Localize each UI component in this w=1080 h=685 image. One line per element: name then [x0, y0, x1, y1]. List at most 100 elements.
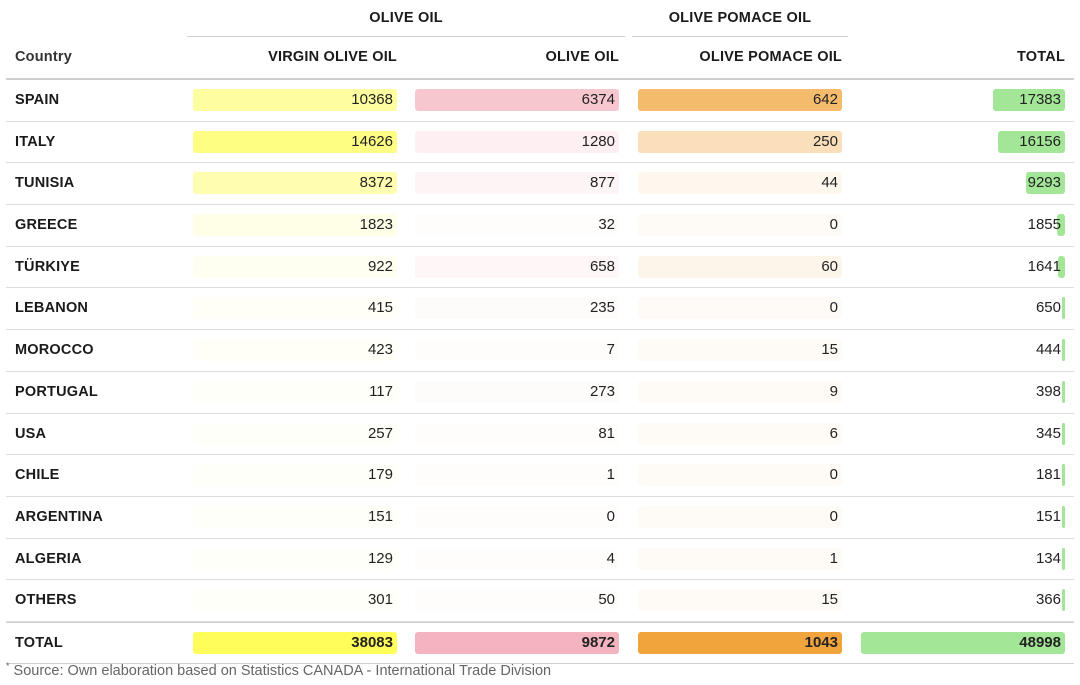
cell-pomace: 0	[638, 505, 842, 528]
country-label: MOROCCO	[15, 342, 94, 359]
heat-shade-pomace	[638, 130, 842, 153]
cell-total: 9293	[861, 172, 1065, 195]
country-label: TUNISIA	[15, 175, 75, 192]
value-total: 151	[1035, 507, 1061, 525]
cell-virgin: 117	[193, 380, 397, 403]
value-pomace: 0	[829, 299, 838, 317]
heat-shade-virgin	[193, 547, 397, 570]
total-bar	[1062, 339, 1065, 362]
heat-shade-virgin	[193, 339, 397, 362]
cell-olive: 32	[415, 214, 619, 237]
value-olive: 235	[589, 299, 615, 317]
cell-olive: 877	[415, 172, 619, 195]
column-header-country[interactable]: Country	[15, 49, 72, 65]
value-pomace: 60	[821, 257, 838, 275]
cell-pomace: 6	[638, 422, 842, 445]
heat-shade-olive	[415, 547, 619, 570]
column-header-total[interactable]: TOTAL	[1017, 49, 1065, 65]
value-virgin: 8372	[359, 174, 393, 192]
cell-olive: 50	[415, 589, 619, 612]
heat-shade-pomace	[638, 89, 842, 111]
value-total: 345	[1035, 424, 1061, 442]
heat-shade-virgin	[193, 631, 397, 654]
heat-shade-olive	[415, 255, 619, 278]
value-virgin: 415	[367, 299, 393, 317]
total-bar	[1062, 589, 1065, 612]
heat-shade-virgin	[193, 505, 397, 528]
heat-shade-olive	[415, 631, 619, 654]
cell-total: 181	[861, 464, 1065, 487]
value-virgin: 257	[367, 424, 393, 442]
cell-olive: 0	[415, 505, 619, 528]
cell-virgin: 1823	[193, 214, 397, 237]
cell-total: 444	[861, 339, 1065, 362]
column-header-virgin-olive-oil[interactable]: VIRGIN OLIVE OIL	[268, 49, 397, 65]
heat-shade-pomace	[638, 547, 842, 570]
heat-shade-pomace	[638, 214, 842, 237]
column-header-olive-pomace-oil[interactable]: OLIVE POMACE OIL	[699, 49, 842, 65]
value-pomace: 1	[829, 549, 838, 567]
value-virgin: 14626	[351, 132, 393, 150]
cell-virgin: 38083	[193, 631, 397, 654]
heat-shade-virgin	[193, 422, 397, 445]
value-pomace: 642	[812, 91, 838, 108]
table-total-row: TOTAL 38083 9872 1043 48998	[6, 621, 1074, 664]
country-label: SPAIN	[15, 92, 60, 108]
total-bar	[861, 631, 1065, 654]
cell-total: 366	[861, 589, 1065, 612]
cell-olive: 235	[415, 297, 619, 320]
table-row: OTHERS 301 50 15 366	[6, 580, 1074, 622]
heat-shade-virgin	[193, 172, 397, 195]
table-row: USA 257 81 6 345	[6, 414, 1074, 456]
cell-pomace: 1043	[638, 631, 842, 654]
value-total: 17383	[1019, 91, 1061, 108]
value-virgin: 423	[367, 341, 393, 359]
value-pomace: 250	[812, 132, 838, 150]
heat-shade-olive	[415, 89, 619, 111]
footnote-text: Source: Own elaboration based on Statist…	[13, 663, 552, 679]
country-label: ALGERIA	[15, 550, 82, 567]
value-olive: 7	[606, 341, 615, 359]
value-pomace: 0	[829, 466, 838, 484]
heat-shade-olive	[415, 464, 619, 487]
cell-olive: 658	[415, 255, 619, 278]
heat-shade-olive	[415, 214, 619, 237]
heat-shade-pomace	[638, 631, 842, 654]
country-label: OTHERS	[15, 592, 77, 609]
heat-shade-pomace	[638, 172, 842, 195]
value-total: 48998	[1019, 633, 1061, 651]
cell-olive: 1280	[415, 130, 619, 153]
table-row: SPAIN 10368 6374 642 17383	[6, 80, 1074, 122]
column-header-row: Country VIRGIN OLIVE OIL OLIVE OIL OLIVE…	[0, 38, 1080, 79]
group-label-olive-pomace-oil: OLIVE POMACE OIL	[668, 10, 812, 26]
value-virgin: 179	[367, 466, 393, 484]
header-divider	[6, 78, 1074, 80]
total-bar	[1062, 464, 1065, 487]
cell-pomace: 60	[638, 255, 842, 278]
cell-virgin: 922	[193, 255, 397, 278]
source-footnote: * Source: Own elaboration based on Stati…	[6, 661, 552, 679]
cell-olive: 4	[415, 547, 619, 570]
value-olive: 1280	[581, 132, 615, 150]
country-label: USA	[15, 425, 47, 442]
heat-shade-virgin	[193, 130, 397, 153]
table-row: ITALY 14626 1280 250 16156	[6, 122, 1074, 164]
country-label: CHILE	[15, 467, 60, 484]
country-label: GREECE	[15, 217, 78, 234]
value-total: 16156	[1019, 132, 1061, 150]
cell-total: 1641	[861, 255, 1065, 278]
total-bar	[1026, 172, 1065, 195]
cell-virgin: 14626	[193, 130, 397, 153]
value-pomace: 15	[821, 341, 838, 359]
country-label: PORTUGAL	[15, 383, 98, 400]
cell-virgin: 151	[193, 505, 397, 528]
heat-shade-olive	[415, 589, 619, 612]
heat-shade-virgin	[193, 255, 397, 278]
value-virgin: 129	[367, 549, 393, 567]
column-header-olive-oil[interactable]: OLIVE OIL	[545, 49, 619, 65]
heat-shade-olive	[415, 172, 619, 195]
cell-total: 134	[861, 547, 1065, 570]
value-total: 134	[1035, 549, 1061, 567]
cell-pomace: 15	[638, 589, 842, 612]
